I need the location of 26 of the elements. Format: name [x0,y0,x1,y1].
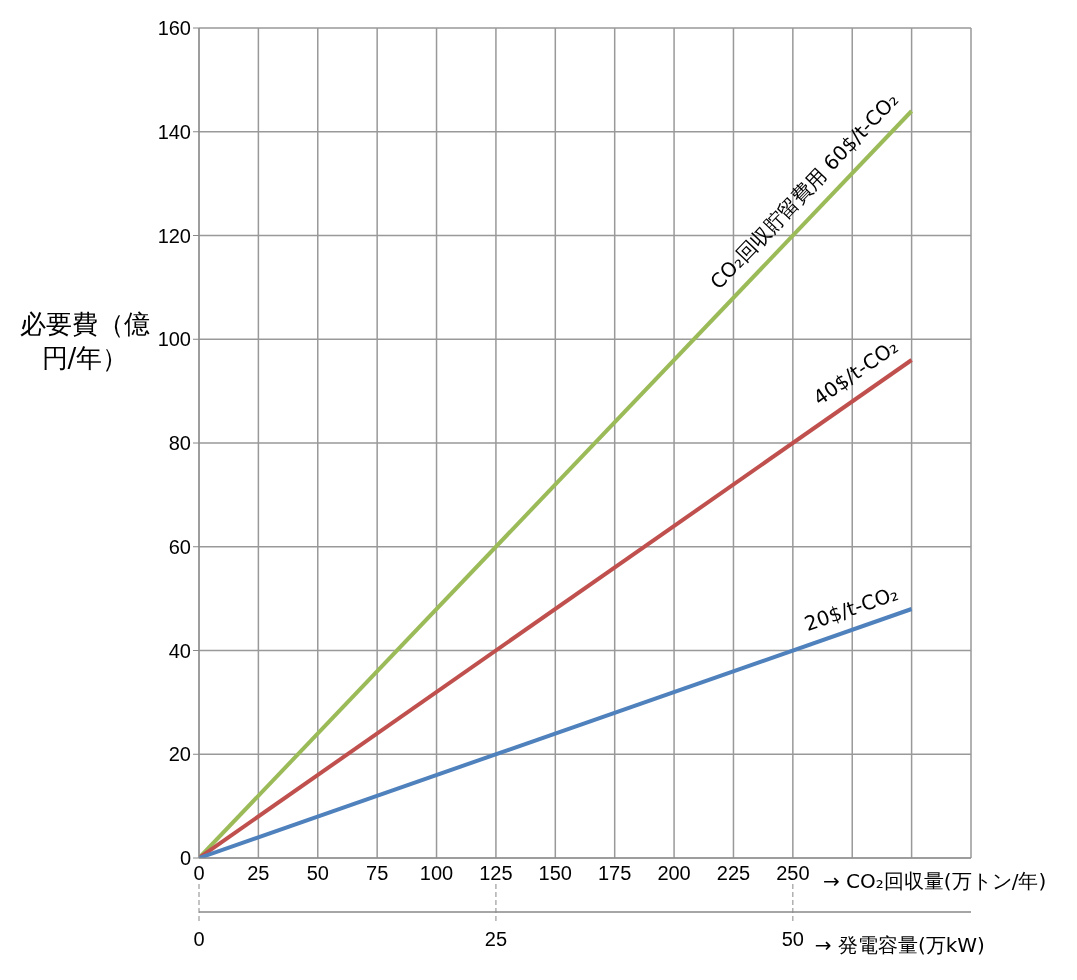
x-tick-label: 200 [657,862,691,885]
x2-axis-title: → 発電容量(万kW) [814,932,985,959]
y-tick-label: 0 [179,847,191,870]
y-tick-label: 80 [168,432,191,455]
x2-tick-label: 0 [193,928,205,950]
x2-tick-label: 25 [484,928,508,950]
x-tick-label: 100 [419,862,454,885]
y-tick-label: 60 [168,535,191,558]
x-tick-label: 250 [776,862,810,885]
x-tick-label: 175 [598,862,632,885]
y-axis-title: 必要費（億円/年） [20,309,150,373]
y-tick-label: 120 [157,224,191,247]
x2-tick-label: 50 [781,928,804,950]
x-tick-label: 75 [366,862,389,885]
x-tick-label: 0 [193,862,205,885]
y-tick-label: 20 [168,743,191,766]
x-tick-label: 50 [306,862,329,885]
y-tick-label: 100 [157,328,191,351]
y-tick-label: 140 [157,120,191,143]
y-tick-label: 40 [168,639,191,662]
x-tick-label: 150 [538,862,572,885]
y-tick-label: 160 [157,17,191,40]
x-axis-title: → CO₂回収量(万トン/年) [821,868,1049,895]
x-tick-label: 225 [716,862,751,885]
x-tick-label: 125 [479,862,513,885]
x-tick-label: 25 [247,862,270,885]
